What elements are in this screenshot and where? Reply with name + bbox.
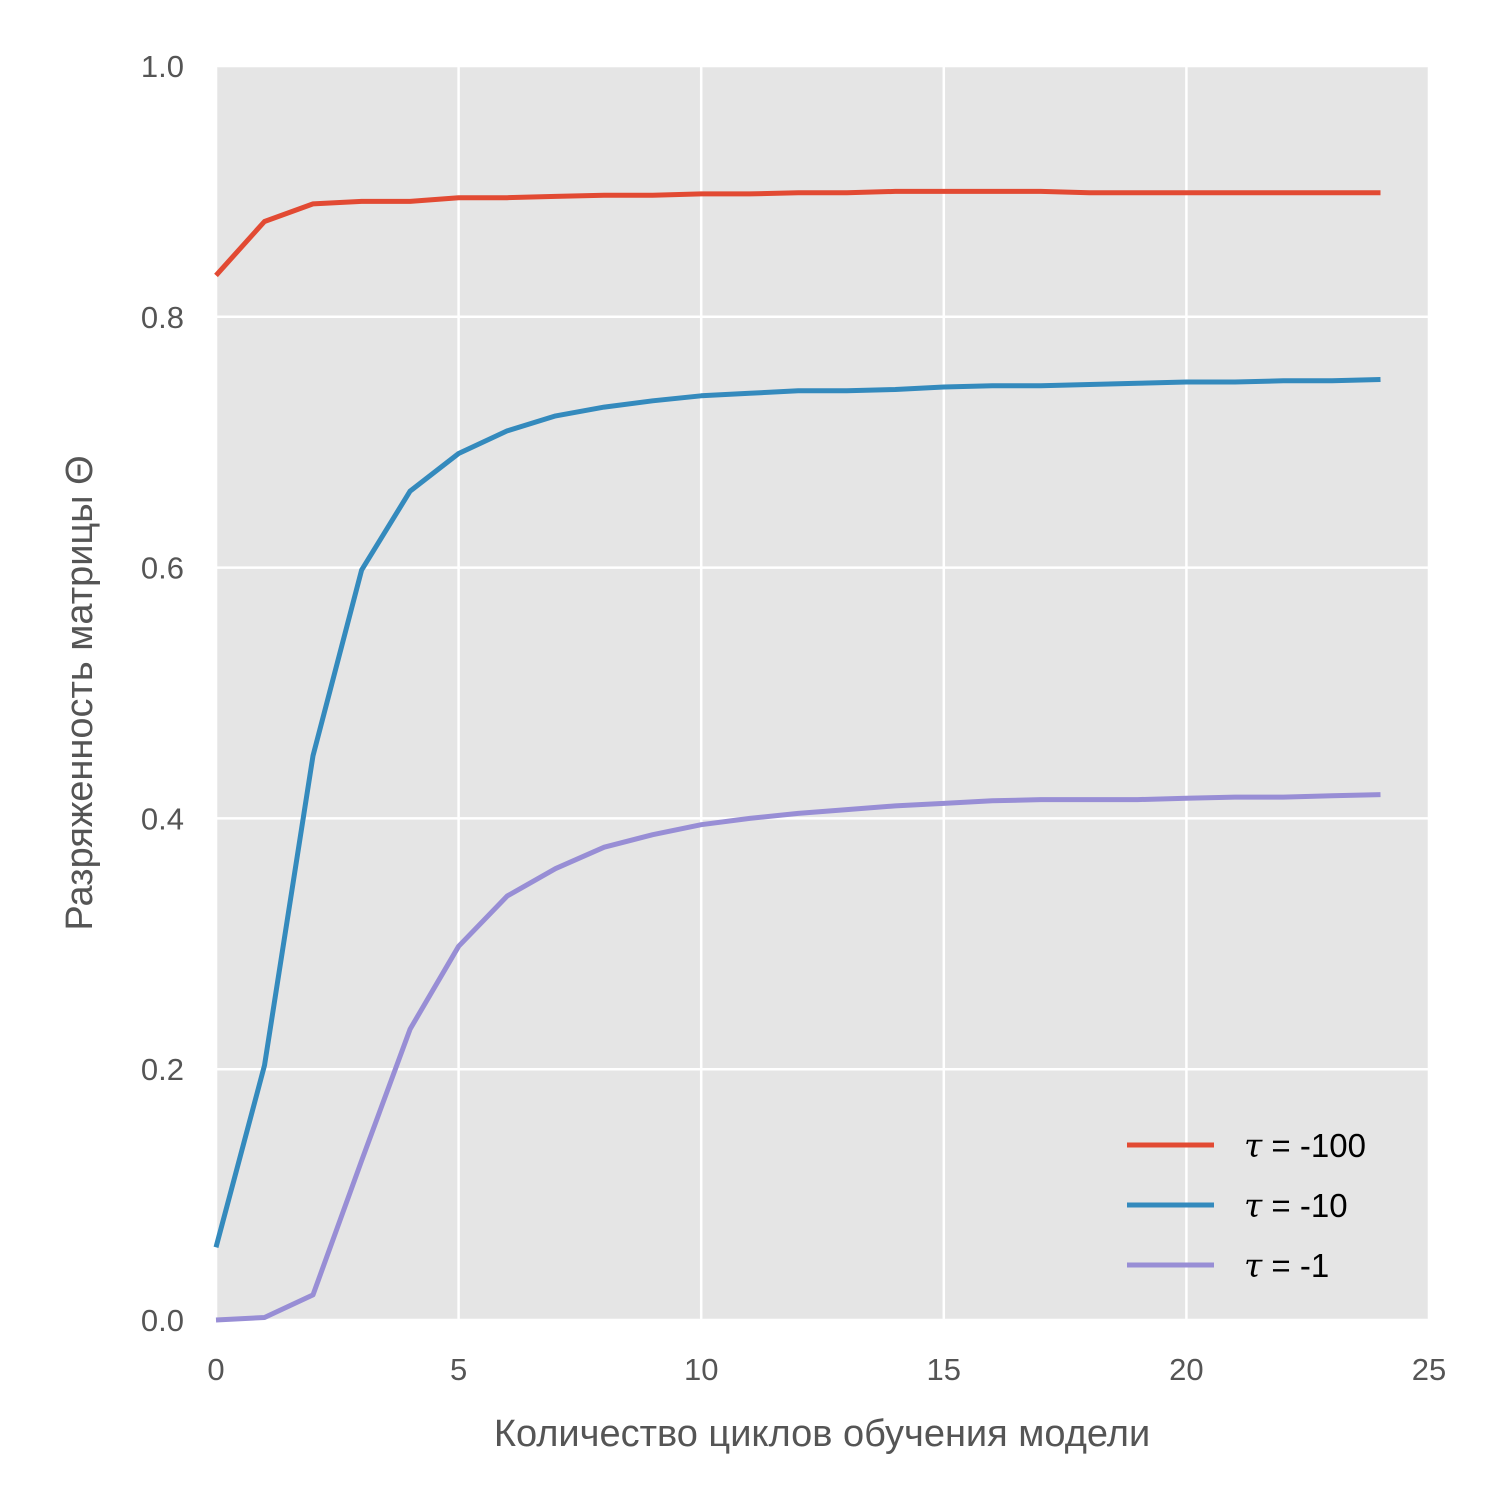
plot-background <box>216 66 1429 1320</box>
y-tick-label: 0.2 <box>141 1052 184 1087</box>
x-tick-label: 5 <box>450 1352 467 1387</box>
y-tick-label: 0.6 <box>141 551 184 586</box>
series-lines <box>213 188 1381 1323</box>
y-tick-label: 1.0 <box>141 49 184 84</box>
x-tick-label: 15 <box>927 1352 961 1387</box>
x-tick-label: 20 <box>1169 1352 1203 1387</box>
y-tick-label: 0.8 <box>141 300 184 335</box>
legend-label-2: τ = -1 <box>1244 1246 1329 1285</box>
legend-label-1: τ = -10 <box>1244 1186 1348 1225</box>
y-tick-label: 0.0 <box>141 1303 184 1338</box>
legend-label-0: τ = -100 <box>1244 1126 1366 1165</box>
x-axis-title: Количество циклов обучения модели <box>494 1413 1150 1455</box>
y-tick-labels: 0.0 0.2 0.4 0.6 0.8 1.0 <box>141 49 184 1338</box>
x-tick-label: 10 <box>684 1352 718 1387</box>
x-tick-label: 0 <box>207 1352 224 1387</box>
series-line-0 <box>214 188 1381 278</box>
grid-lines <box>214 64 1431 1322</box>
x-tick-label: 25 <box>1412 1352 1446 1387</box>
x-tick-labels: 0 5 10 15 20 25 <box>207 1352 1446 1387</box>
series-line-2 <box>215 792 1381 1323</box>
legend: τ = -100 τ = -10 τ = -1 <box>1127 1126 1366 1285</box>
y-tick-label: 0.4 <box>141 801 184 836</box>
y-axis-title: Разряженность матрицы Θ <box>59 455 101 930</box>
series-line-1 <box>213 377 1381 1248</box>
